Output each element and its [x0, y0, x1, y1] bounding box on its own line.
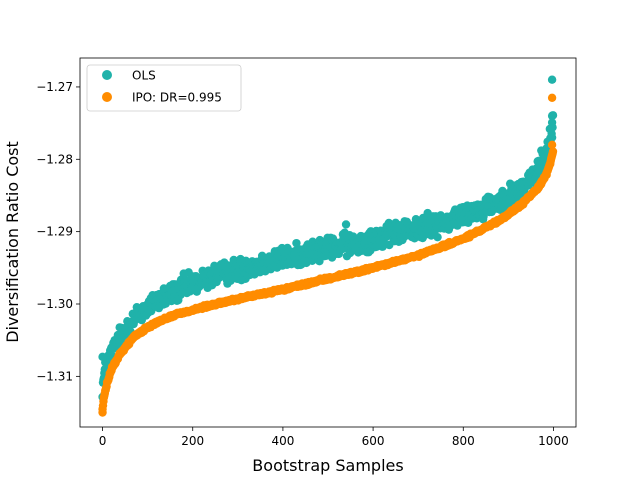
y-axis: −1.31 −1.30 −1.29 −1.28 −1.27: [36, 80, 80, 383]
data-point: [257, 251, 267, 260]
data-point: [292, 238, 301, 248]
data-point: [548, 123, 557, 132]
legend: OLS IPO: DR=0.995: [86, 64, 242, 112]
legend-marker-ipo: [102, 92, 112, 102]
legend-label-ols: OLS: [132, 69, 156, 83]
data-point: [98, 408, 107, 417]
y-tick-label: −1.31: [36, 369, 73, 383]
x-tick-label: 600: [362, 434, 385, 448]
data-point: [433, 232, 442, 242]
x-tick-label: 1000: [538, 434, 569, 448]
data-point: [547, 133, 557, 142]
y-tick-label: −1.28: [36, 152, 73, 166]
legend-marker-ols: [102, 70, 112, 80]
x-tick-label: 400: [271, 434, 294, 448]
legend-box: [86, 64, 242, 112]
plot-frame: [79, 57, 577, 428]
data-point: [547, 111, 557, 121]
x-axis: 0 200 400 600 800 1000: [99, 427, 569, 448]
y-tick-label: −1.29: [36, 225, 73, 239]
y-tick-label: −1.30: [36, 297, 73, 311]
data-point: [548, 147, 558, 156]
series-ipo: [98, 93, 558, 417]
y-tick-label: −1.27: [36, 80, 73, 94]
legend-label-ipo: IPO: DR=0.995: [132, 91, 222, 105]
series-ols: [98, 75, 558, 402]
x-tick-label: 0: [99, 434, 107, 448]
data-point: [547, 93, 557, 102]
data-point: [341, 220, 351, 229]
data-point: [179, 269, 188, 278]
data-point: [547, 75, 557, 84]
points-layer: [98, 75, 558, 417]
x-tick-label: 800: [452, 434, 475, 448]
y-axis-label: Diversification Ratio Cost: [3, 141, 22, 343]
x-tick-label: 200: [181, 434, 204, 448]
data-point: [98, 352, 107, 362]
data-point: [547, 140, 557, 150]
x-axis-label: Bootstrap Samples: [252, 456, 403, 475]
